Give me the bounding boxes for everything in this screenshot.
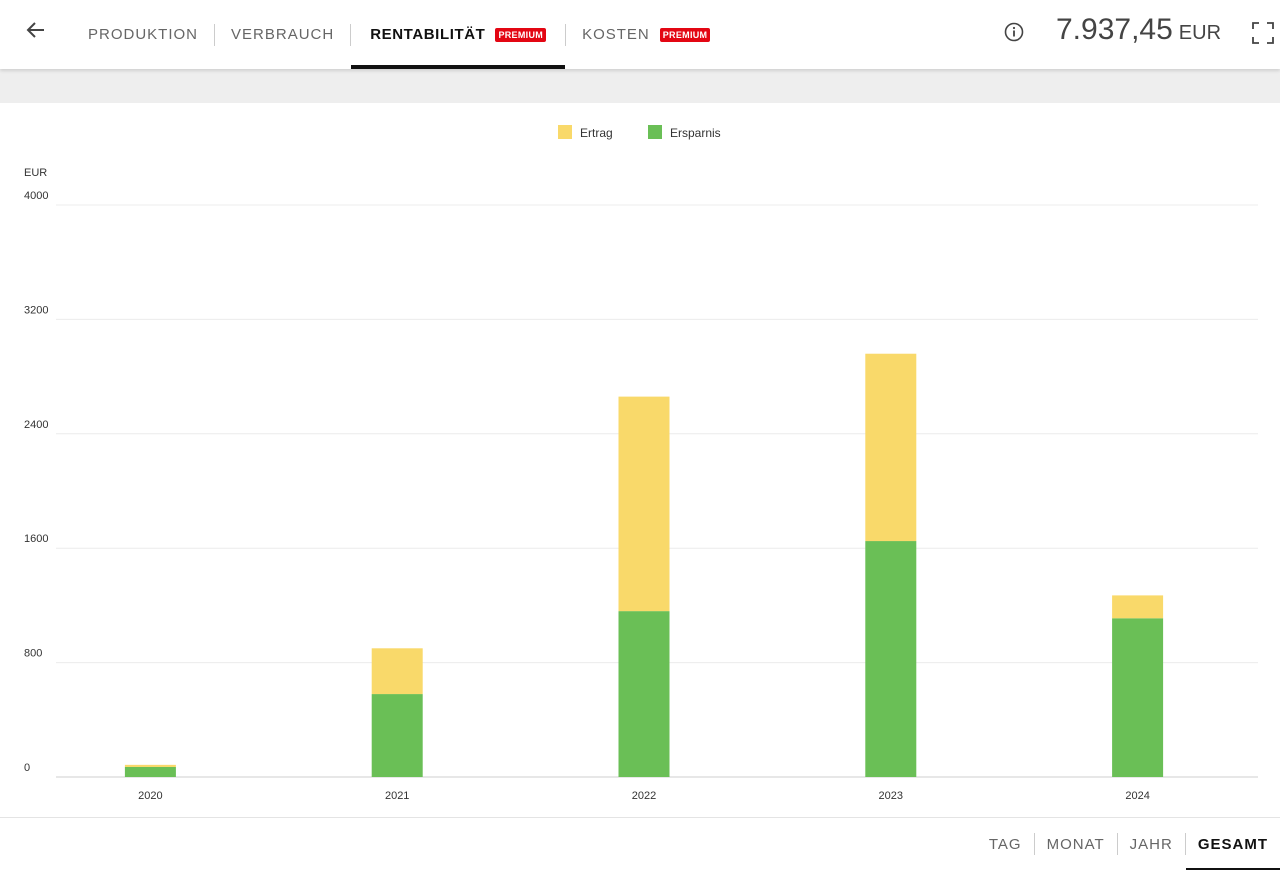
range-tag[interactable]: TAG <box>977 818 1034 870</box>
premium-badge: PREMIUM <box>659 27 711 42</box>
range-monat[interactable]: MONAT <box>1035 818 1117 870</box>
axis-labels: 0 800 1600 2400 3200 4000 2020 2021 2022 2023 2024 <box>24 190 1150 802</box>
arrow-left-icon[interactable] <box>24 18 48 42</box>
top-bar: PRODUKTION VERBRAUCH RENTABILITÄT PREMIU… <box>0 0 1280 69</box>
bar-ertrag <box>371 648 423 695</box>
range-divider <box>1033 833 1035 855</box>
bar-ertrag <box>124 764 176 767</box>
range-label: TAG <box>988 835 1022 853</box>
tab-label: RENTABILITÄT <box>370 26 486 43</box>
legend-swatch <box>558 125 572 139</box>
footer-divider <box>0 817 1280 818</box>
tab-label: VERBRAUCH <box>231 26 335 43</box>
x-tick-label: 2022 <box>632 790 656 802</box>
tab-divider <box>565 23 567 46</box>
tab-label: KOSTEN <box>582 26 650 43</box>
bar-ersparnis <box>371 694 423 777</box>
bar-ertrag <box>1112 595 1164 619</box>
range-label: GESAMT <box>1197 835 1268 853</box>
info-icon[interactable] <box>1003 21 1025 43</box>
y-tick-label: 800 <box>24 648 42 660</box>
bar-ertrag <box>618 396 670 612</box>
fullscreen-icon[interactable] <box>1250 20 1276 46</box>
tab-rentabilitaet[interactable]: RENTABILITÄT PREMIUM <box>351 0 565 69</box>
y-tick-label: 2400 <box>24 419 48 431</box>
tab-label: PRODUKTION <box>88 26 199 43</box>
y-tick-label: 0 <box>24 762 30 774</box>
legend-item[interactable]: Ertrag <box>558 125 613 140</box>
range-gesamt[interactable]: GESAMT <box>1185 818 1280 870</box>
tab-kosten[interactable]: KOSTEN PREMIUM <box>566 0 726 69</box>
tab-verbrauch[interactable]: VERBRAUCH <box>215 0 350 69</box>
x-tick-label: 2023 <box>879 790 903 802</box>
bar-ertrag <box>865 353 917 542</box>
bar-ersparnis <box>124 766 176 777</box>
range-label: JAHR <box>1129 835 1173 853</box>
range-divider <box>1184 833 1186 855</box>
premium-badge: PREMIUM <box>495 27 547 42</box>
x-tick-label: 2021 <box>385 790 409 802</box>
time-range-selector: TAG MONAT JAHR GESAMT <box>977 818 1280 870</box>
y-axis-unit: EUR <box>24 167 47 179</box>
legend-label: Ersparnis <box>670 126 721 140</box>
bar-ersparnis <box>1112 618 1164 777</box>
bars <box>124 353 1164 777</box>
total-unit: EUR <box>1178 22 1222 44</box>
y-tick-label: 4000 <box>24 190 48 202</box>
chart-panel: 0 800 1600 2400 3200 4000 2020 2021 2022 2023 2024… <box>0 103 1280 817</box>
tab-produktion[interactable]: PRODUKTION <box>72 0 214 69</box>
legend-swatch <box>648 125 662 139</box>
range-label: MONAT <box>1046 835 1105 853</box>
x-tick-label: 2024 <box>1125 790 1149 802</box>
legend[interactable]: Ertrag Ersparnis <box>558 125 721 140</box>
bar-ersparnis <box>865 541 917 777</box>
header-band <box>0 69 1280 103</box>
legend-item[interactable]: Ersparnis <box>648 125 721 140</box>
bar-ersparnis <box>618 611 670 777</box>
tab-bar: PRODUKTION VERBRAUCH RENTABILITÄT PREMIU… <box>72 0 726 69</box>
x-tick-label: 2020 <box>138 790 162 802</box>
legend-label: Ertrag <box>580 126 613 140</box>
y-tick-label: 3200 <box>24 304 48 316</box>
total-value: 7.937,45 <box>1056 13 1173 46</box>
total-amount: 7.937,45 EUR <box>1056 13 1221 47</box>
tab-divider <box>214 23 216 46</box>
y-tick-label: 1600 <box>24 533 48 545</box>
range-jahr[interactable]: JAHR <box>1118 818 1185 870</box>
range-divider <box>1116 833 1118 855</box>
tab-divider <box>350 23 352 46</box>
rentabilitaet-chart: 0 800 1600 2400 3200 4000 2020 2021 2022 2023 2024… <box>24 125 1258 802</box>
